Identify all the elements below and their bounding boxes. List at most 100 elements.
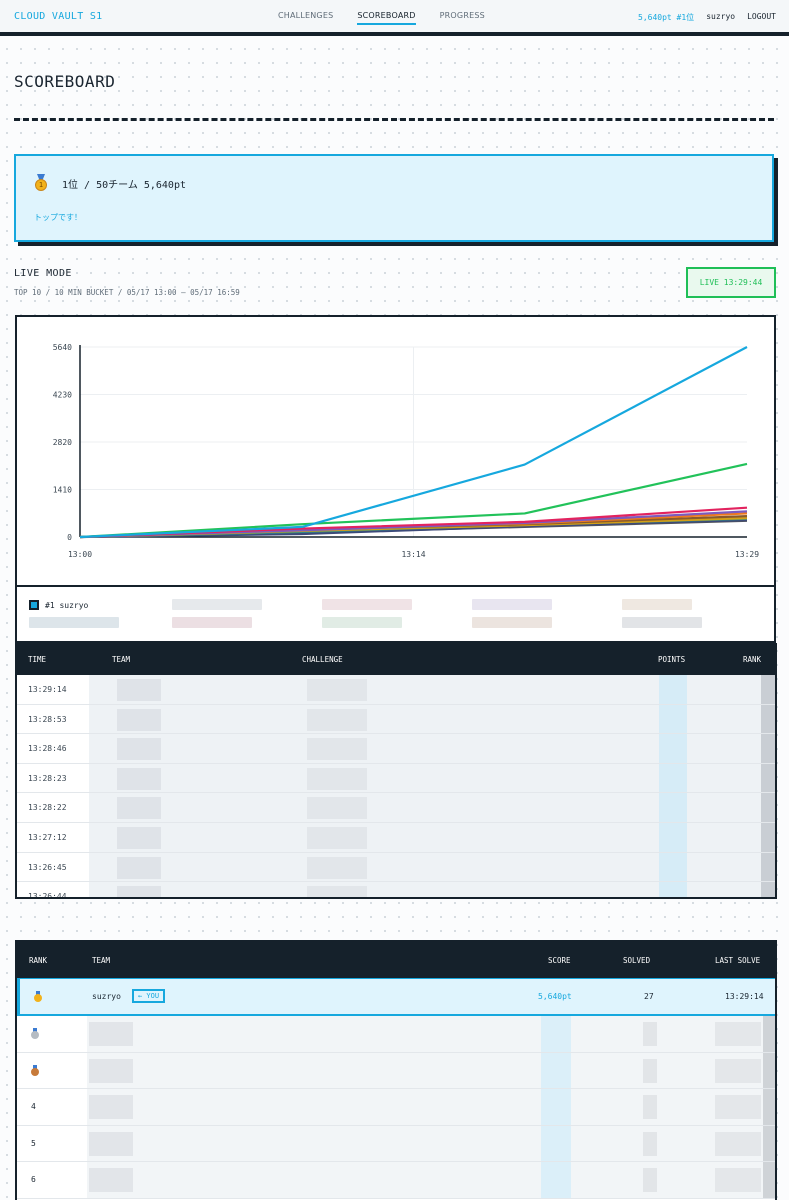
redacted-cells (89, 763, 775, 793)
series-line (79, 462, 748, 539)
table-row: 13:28:23 (17, 763, 775, 794)
live-badge[interactable]: LIVE 13:29:44 (686, 267, 776, 298)
table-row[interactable]: 4 (17, 1089, 775, 1126)
col-solved: SOLVED (623, 956, 651, 965)
you-tag: ← YOU (132, 989, 166, 1003)
col-rank: RANK (743, 655, 762, 664)
user-area: 5,640pt #1位 suzryo LOGOUT (638, 12, 776, 23)
me-team[interactable]: suzryo (92, 992, 121, 1001)
col-team: TEAM (92, 956, 111, 965)
legend-item-redacted (29, 617, 119, 628)
redacted-cells (89, 793, 775, 822)
main-nav: CHALLENGES SCOREBOARD PROGRESS (278, 11, 485, 25)
logout-button[interactable]: LOGOUT (747, 12, 776, 21)
x-tick-label: 13:14 (401, 550, 425, 559)
y-tick-label: 4230 (53, 391, 72, 400)
feed-time: 13:26:44 (28, 892, 67, 899)
redacted-cells (87, 1016, 775, 1052)
y-tick-label: 5640 (53, 343, 72, 352)
legend-item-redacted (472, 617, 552, 628)
col-points: POINTS (658, 655, 686, 664)
y-tick-label: 2820 (53, 438, 72, 447)
col-score: SCORE (548, 956, 571, 965)
col-time: TIME (28, 655, 47, 664)
redacted-cells (87, 1125, 775, 1161)
redacted-cells (87, 1162, 775, 1198)
table-row: 13:26:45 (17, 852, 775, 883)
col-team: TEAM (112, 655, 131, 664)
feed-time: 13:28:46 (28, 744, 67, 754)
points-rank: 5,640pt #1位 (638, 13, 695, 22)
legend-item-me[interactable]: #1 suzryo (29, 600, 88, 610)
legend-item-redacted (322, 617, 402, 628)
leaderboard-table: RANK TEAM SCORE SOLVED LAST SOLVE suzryo… (15, 940, 777, 1200)
legend-item-redacted (172, 599, 262, 610)
page-title: SCOREBOARD (14, 72, 116, 91)
table-row[interactable] (17, 1052, 775, 1089)
live-mode-subtitle: TOP 10 / 10 MIN BUCKET / 05/17 13:00 — 0… (14, 288, 240, 297)
table-row: 13:28:22 (17, 793, 775, 823)
nav-challenges[interactable]: CHALLENGES (278, 11, 334, 20)
chart-legend: #1 suzryo (15, 587, 776, 643)
legend-swatch (29, 600, 39, 610)
col-rank: RANK (29, 956, 48, 965)
series-line (79, 346, 748, 539)
table-row: 13:28:53 (17, 704, 775, 735)
x-tick-label: 13:29 (735, 550, 759, 559)
table-row: 13:29:14 (17, 675, 775, 705)
x-tick-label: 13:00 (68, 550, 92, 559)
legend-item-redacted (472, 599, 552, 610)
col-last-solve: LAST SOLVE (715, 956, 761, 965)
legend-item-redacted (322, 599, 412, 610)
table-row-me[interactable]: suzryo ← YOU 5,640pt 27 13:29:14 (17, 978, 775, 1016)
feed-time: 13:28:22 (28, 803, 67, 813)
redacted-cells (89, 734, 775, 763)
brand-title[interactable]: CLOUD VAULT S1 (14, 11, 103, 22)
rank-note: トップです！ (34, 213, 82, 222)
rank-card: 1 1位 / 50チーム 5,640pt トップです！ (14, 154, 774, 242)
silver-medal-icon (31, 1028, 39, 1039)
feed-time: 13:26:45 (28, 862, 67, 872)
legend-item-redacted (172, 617, 252, 628)
table-row: 13:28:46 (17, 734, 775, 764)
redacted-cells (89, 704, 775, 734)
redacted-cells (89, 675, 775, 704)
score-chart: 0 1410 2820 4230 5640 13:00 13:14 13:29 (15, 315, 776, 587)
redacted-cells (87, 1089, 775, 1125)
col-challenge: CHALLENGE (302, 655, 343, 664)
legend-label: #1 suzryo (45, 600, 89, 610)
feed-time: 13:27:12 (28, 832, 67, 842)
table-row: 13:27:12 (17, 822, 775, 853)
table-row[interactable]: 5 (17, 1125, 775, 1162)
divider (14, 118, 774, 121)
rank-number: 4 (31, 1102, 36, 1111)
top-bar: CLOUD VAULT S1 CHALLENGES SCOREBOARD PRO… (0, 0, 789, 36)
redacted-cells (87, 1052, 775, 1088)
bronze-medal-icon (31, 1064, 39, 1076)
username: suzryo (706, 12, 736, 21)
nav-progress[interactable]: PROGRESS (439, 11, 485, 20)
y-tick-label: 0 (67, 533, 72, 542)
rank-number: 6 (31, 1175, 36, 1184)
table-row[interactable]: 6 (17, 1162, 775, 1199)
board-header: RANK TEAM SCORE SOLVED LAST SOLVE (17, 942, 775, 978)
me-last-solve: 13:29:14 (725, 992, 764, 1001)
table-row[interactable] (17, 1016, 775, 1053)
redacted-cells (89, 822, 775, 852)
redacted-cells (89, 852, 775, 882)
score-chart-svg: 0 1410 2820 4230 5640 13:00 13:14 13:29 (53, 343, 759, 559)
me-score: 5,640pt (538, 992, 572, 1001)
redacted-cells (89, 882, 775, 897)
y-tick-label: 1410 (53, 486, 72, 495)
legend-item-redacted (622, 599, 692, 610)
feed-time: 13:29:14 (28, 685, 67, 694)
feed-time: 13:28:23 (28, 773, 67, 783)
feed-header: TIME TEAM CHALLENGE POINTS RANK (17, 645, 775, 675)
live-mode-title: LIVE MODE (14, 268, 72, 279)
feed-time: 13:28:53 (28, 714, 67, 724)
rank-summary: 1位 / 50チーム 5,640pt (62, 180, 186, 191)
rank-number: 5 (31, 1138, 36, 1148)
gold-medal-icon: 1 (34, 174, 48, 192)
nav-scoreboard[interactable]: SCOREBOARD (357, 11, 416, 25)
solve-feed-table: TIME TEAM CHALLENGE POINTS RANK 13:29:14… (15, 643, 777, 899)
